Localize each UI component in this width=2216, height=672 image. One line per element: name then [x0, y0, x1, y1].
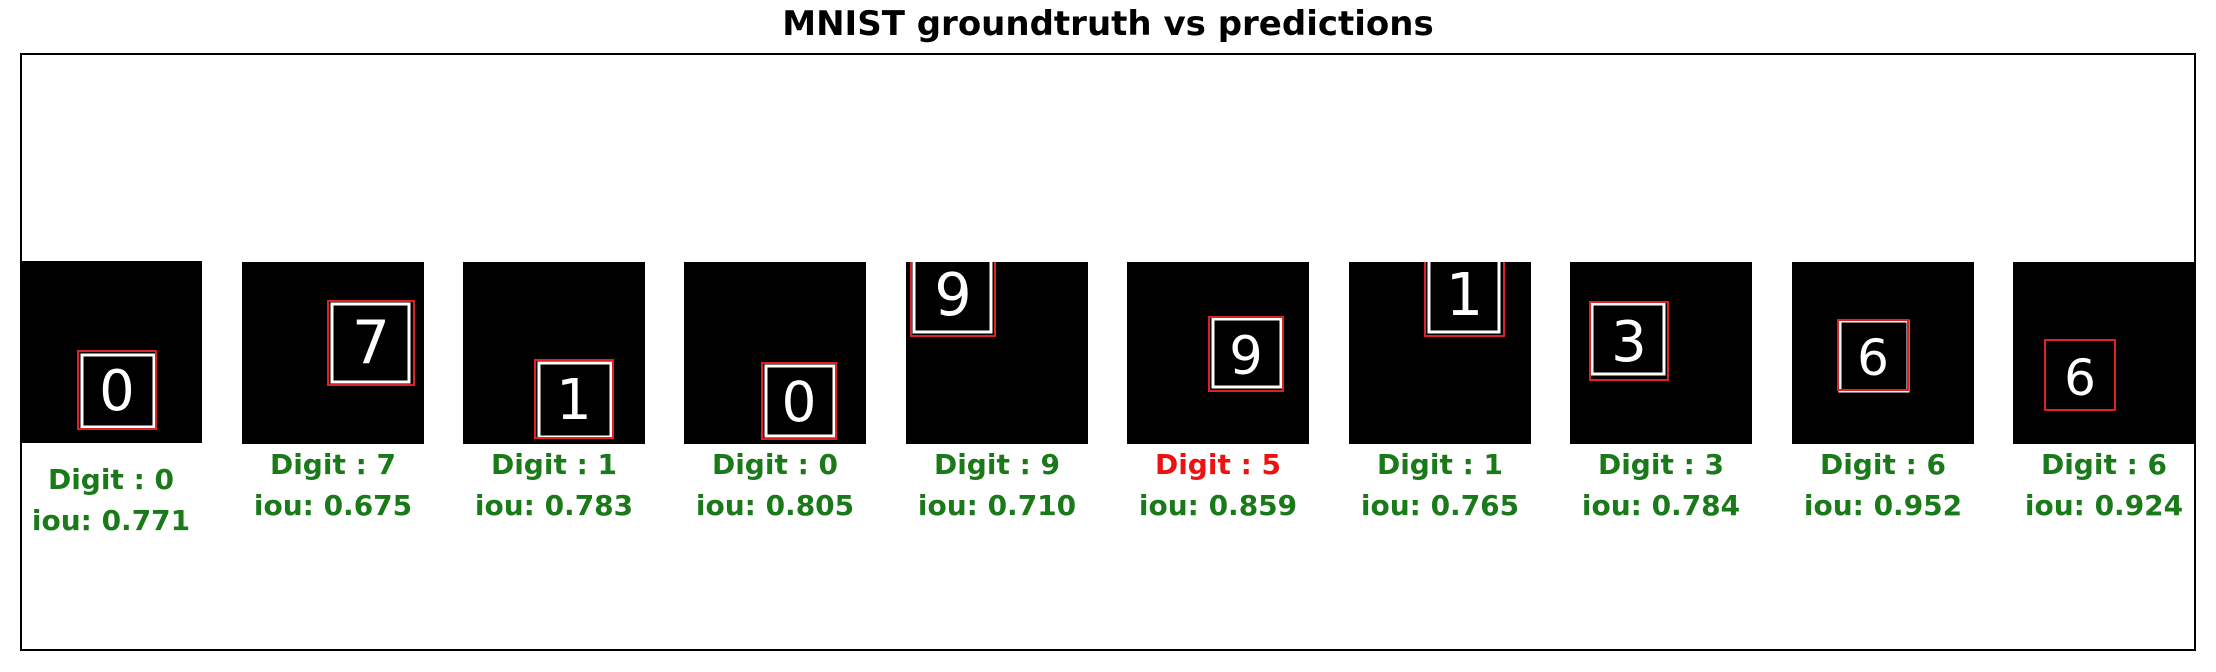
digit-image: 3 — [1570, 262, 1752, 444]
digit-canvas: 3 — [1589, 301, 1669, 381]
groundtruth-box — [330, 302, 411, 384]
digit-label: Digit : 6 — [1819, 448, 1947, 481]
iou-label: iou: 0.765 — [1360, 489, 1520, 522]
prediction-box — [327, 300, 415, 386]
digit-glyph: 6 — [1857, 329, 1889, 387]
digit-canvas: 9 — [1208, 316, 1284, 392]
digit-canvas: 0 — [77, 350, 157, 430]
figure-title: MNIST groundtruth vs predictions — [782, 4, 1434, 44]
digit-glyph: 0 — [782, 370, 817, 434]
digit-image: 9 — [1127, 262, 1309, 444]
digit-label: Digit : 3 — [1597, 448, 1725, 481]
digit-canvas: 1 — [534, 359, 614, 439]
digit-glyph: 1 — [556, 368, 592, 433]
digit-label: Digit : 0 — [47, 463, 175, 496]
digit-label: Digit : 1 — [490, 448, 618, 481]
digit-label: Digit : 5 — [1154, 448, 1282, 481]
prediction-box — [534, 359, 614, 439]
iou-label: iou: 0.771 — [31, 504, 191, 537]
digit-label: Digit : 1 — [1376, 448, 1504, 481]
digit-image: 0 — [684, 262, 866, 444]
groundtruth-box — [912, 262, 993, 334]
groundtruth-box — [1590, 302, 1666, 376]
prediction-box — [761, 362, 837, 440]
iou-label: iou: 0.859 — [1138, 489, 1298, 522]
digit-label: Digit : 7 — [269, 448, 397, 481]
digit-image: 1 — [463, 262, 645, 444]
digit-label: Digit : 6 — [2040, 448, 2168, 481]
iou-label: iou: 0.952 — [1803, 489, 1963, 522]
iou-label: iou: 0.710 — [917, 489, 1077, 522]
digit-image: 0 — [20, 261, 202, 443]
digit-image: 1 — [1349, 262, 1531, 444]
groundtruth-box — [1427, 262, 1501, 334]
digit-canvas: 1 — [1424, 262, 1505, 337]
digit-glyph: 9 — [934, 262, 972, 329]
digit-glyph: 6 — [2064, 349, 2096, 407]
digit-label: Digit : 0 — [711, 448, 839, 481]
digit-canvas: 7 — [327, 300, 415, 386]
prediction-box — [910, 262, 996, 337]
prediction-box — [77, 350, 157, 430]
iou-label: iou: 0.784 — [1581, 489, 1741, 522]
digit-image: 7 — [242, 262, 424, 444]
prediction-box — [1837, 319, 1909, 391]
digit-image: 9 — [906, 262, 1088, 444]
iou-label: iou: 0.783 — [474, 489, 634, 522]
iou-label: iou: 0.805 — [695, 489, 855, 522]
digit-image: 6 — [2013, 262, 2195, 444]
prediction-box — [1208, 316, 1284, 392]
digit-canvas: 9 — [910, 262, 996, 337]
digit-label: Digit : 9 — [933, 448, 1061, 481]
iou-label: iou: 0.675 — [253, 489, 413, 522]
digit-canvas: 0 — [761, 362, 837, 440]
digit-glyph: 1 — [1446, 262, 1484, 329]
digit-canvas: 6 — [2044, 339, 2116, 411]
groundtruth-box — [1211, 317, 1283, 389]
prediction-box — [1589, 301, 1669, 381]
digit-glyph: 9 — [1229, 326, 1263, 387]
digit-glyph: 0 — [99, 359, 135, 424]
iou-label: iou: 0.924 — [2024, 489, 2184, 522]
groundtruth-box — [80, 353, 156, 429]
prediction-box — [1424, 262, 1505, 337]
digit-canvas: 6 — [1837, 319, 1910, 393]
digit-glyph: 7 — [352, 308, 390, 378]
prediction-box — [2044, 339, 2116, 411]
digit-image: 6 — [1792, 262, 1974, 444]
digit-glyph: 3 — [1611, 310, 1647, 375]
groundtruth-box — [764, 364, 836, 438]
